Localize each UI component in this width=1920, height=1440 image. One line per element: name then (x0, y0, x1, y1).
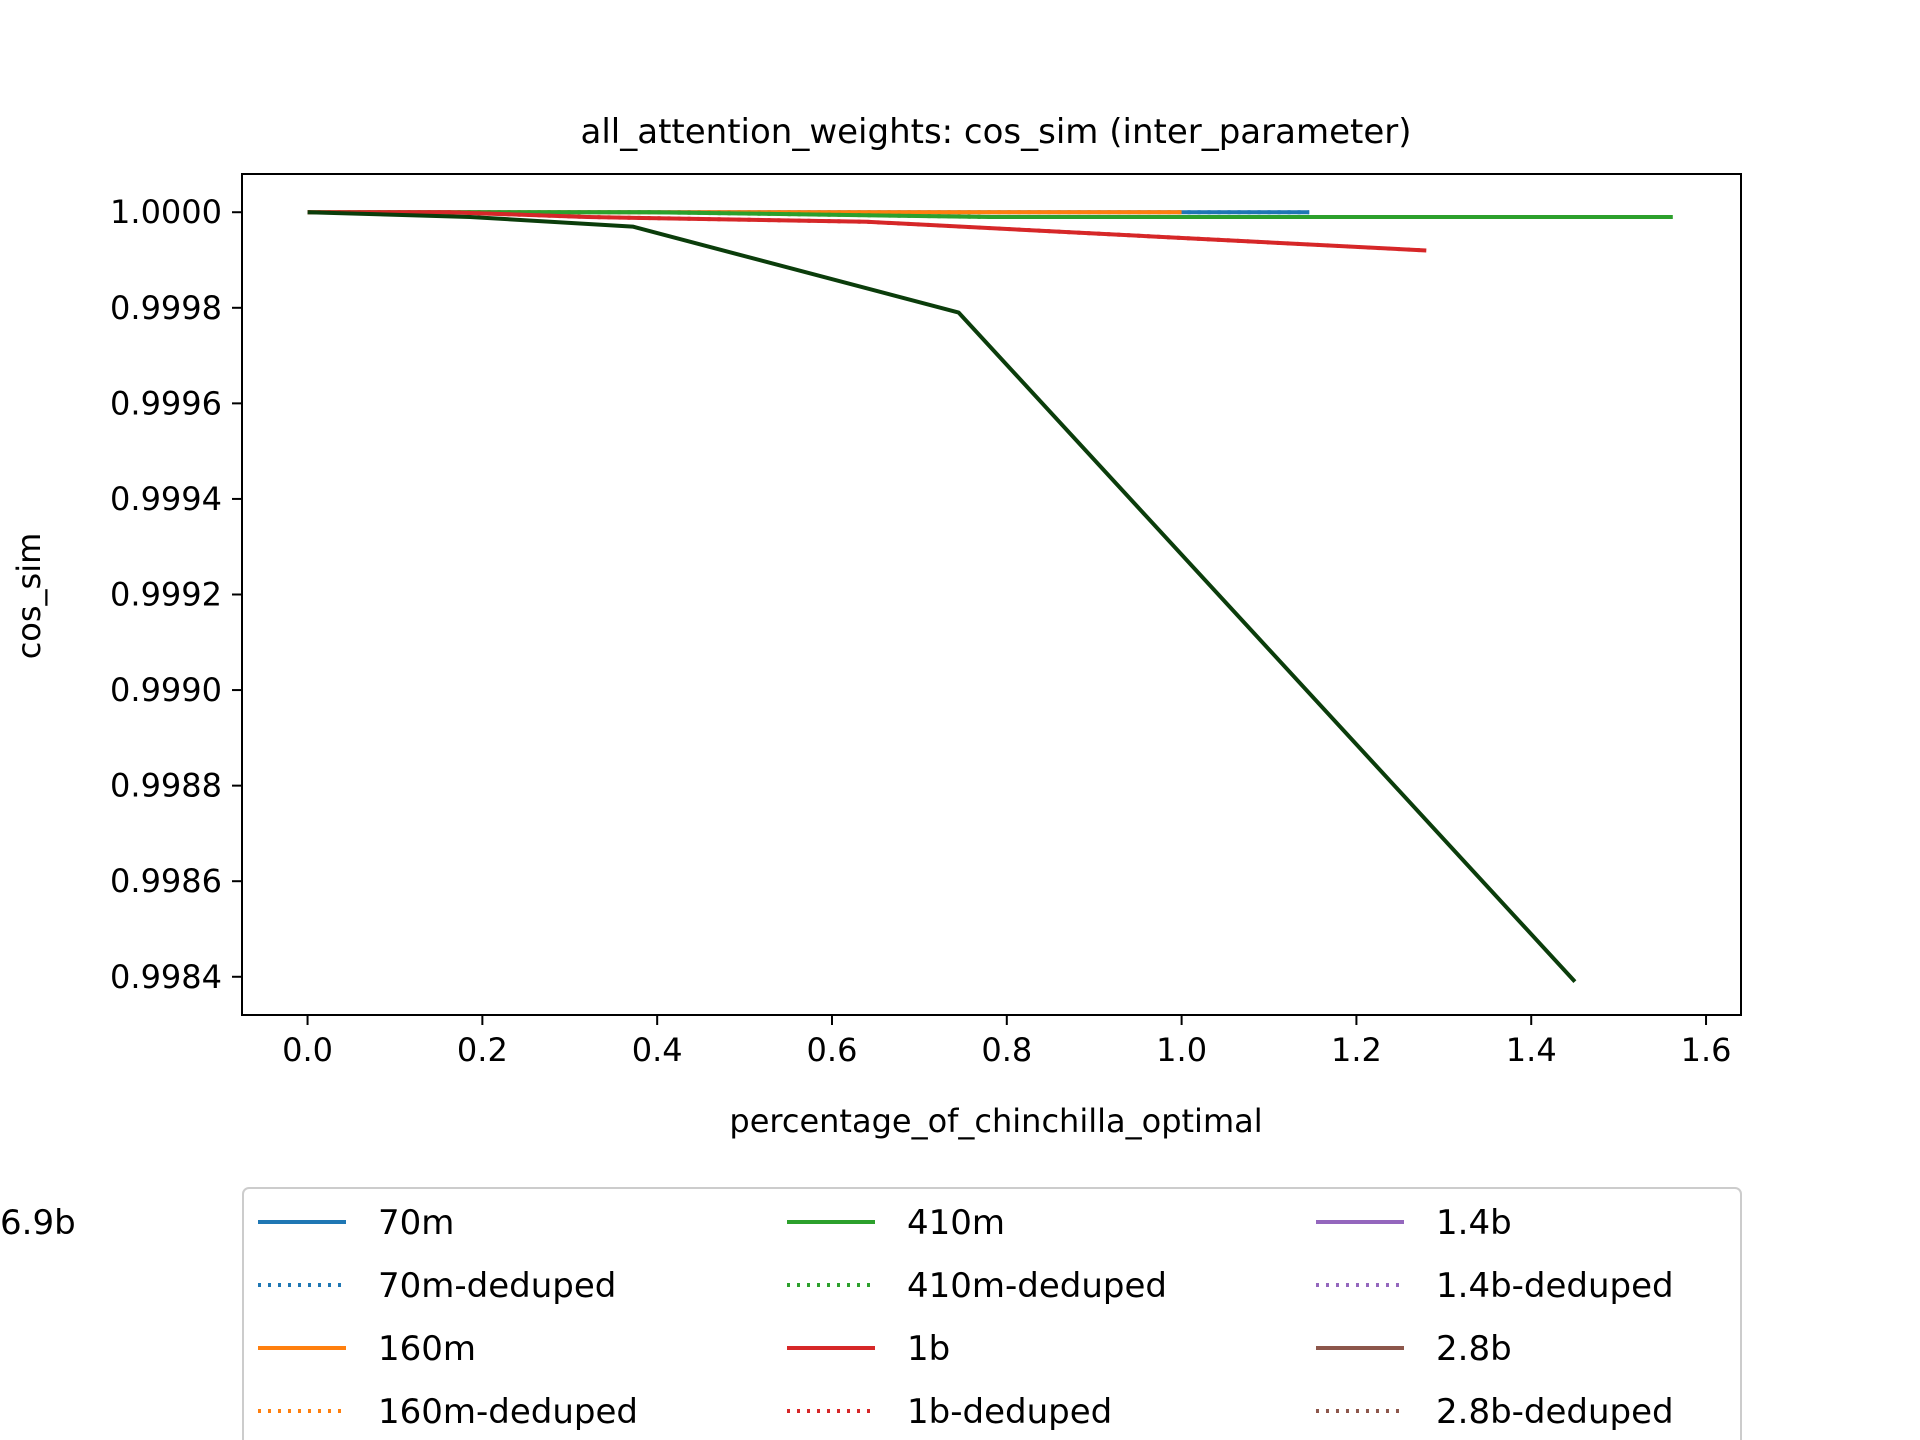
series-line-1b (307, 210, 1427, 253)
x-tick-label: 0.6 (807, 1031, 858, 1069)
legend-label-2.8b-deduped: 2.8b-deduped (1436, 1392, 1674, 1432)
legend-label-160m-deduped: 160m-deduped (378, 1392, 638, 1432)
y-tick-label: 0.9998 (110, 289, 222, 327)
x-tick-label: 0.0 (282, 1031, 333, 1069)
plot-area: 0.0 0.2 0.4 0.6 0.8 1.0 1.2 1.4 1.6 1.0000 0.9998 0… (110, 173, 1742, 1069)
legend: 70m 70m-deduped 160m 160m-deduped 410m 410m-d… (0, 1187, 1742, 1440)
legend-box (242, 1187, 1742, 1440)
legend-label-2.8b: 2.8b (1436, 1329, 1512, 1369)
legend-label-410m-deduped: 410m-deduped (907, 1266, 1167, 1306)
x-tick-label: 0.2 (457, 1031, 508, 1069)
y-tick-label: 0.9988 (110, 767, 222, 805)
x-tick-label: 0.4 (632, 1031, 683, 1069)
y-tick-label: 0.9994 (110, 480, 222, 518)
series-lines (307, 210, 1673, 983)
y-tick-label: 0.9990 (110, 671, 222, 709)
x-tick-label: 1.0 (1156, 1031, 1207, 1069)
x-tick-label: 1.4 (1506, 1031, 1557, 1069)
chart-title: all_attention_weights: cos_sim (inter_pa… (581, 112, 1412, 152)
series-line-410m-deduped (307, 210, 1673, 219)
y-tick-label: 0.9996 (110, 384, 222, 422)
legend-label-70m: 70m (378, 1203, 454, 1243)
legend-label-1.4b-deduped: 1.4b-deduped (1436, 1266, 1674, 1306)
x-tick-label: 0.8 (981, 1031, 1032, 1069)
legend-label-1b-deduped: 1b-deduped (907, 1392, 1112, 1432)
legend-label-160m: 160m (378, 1329, 476, 1369)
legend-label-6.9b: 6.9b (0, 1203, 76, 1243)
y-tick-label: 0.9986 (110, 862, 222, 900)
series-line-6.9b (307, 210, 1577, 983)
y-axis-label: cos_sim (10, 533, 48, 660)
y-tick-label: 0.9984 (110, 958, 222, 996)
y-tick-label: 1.0000 (110, 193, 222, 231)
axes-frame (241, 173, 1742, 1016)
x-tick-label: 1.6 (1681, 1031, 1732, 1069)
legend-label-1b: 1b (907, 1329, 950, 1369)
x-axis-label: percentage_of_chinchilla_optimal (729, 1102, 1262, 1140)
legend-label-410m: 410m (907, 1203, 1005, 1243)
x-tick-label: 1.2 (1331, 1031, 1382, 1069)
legend-label-1.4b: 1.4b (1436, 1203, 1512, 1243)
legend-label-70m-deduped: 70m-deduped (378, 1266, 616, 1306)
y-tick-label: 0.9992 (110, 576, 222, 614)
